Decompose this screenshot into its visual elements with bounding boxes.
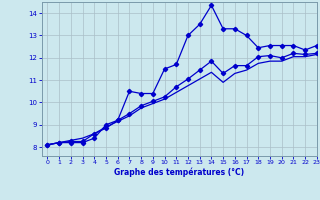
X-axis label: Graphe des températures (°C): Graphe des températures (°C) (114, 168, 244, 177)
